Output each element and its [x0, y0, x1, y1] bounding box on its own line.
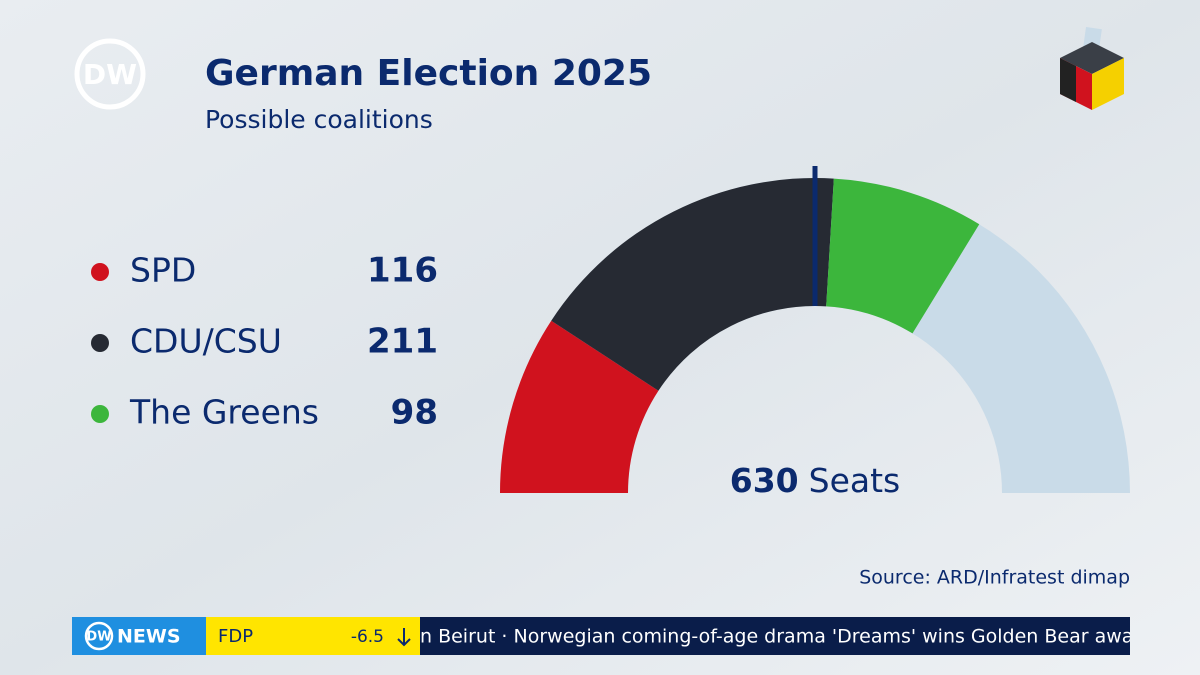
- ticker-change: -6.5: [351, 627, 384, 647]
- chart-title: German Election 2025: [205, 53, 652, 94]
- total-label: 630 Seats: [730, 461, 901, 500]
- plot: SPD 116 CDU/CSU 211 The Greens 98 630 Seats: [91, 166, 1130, 500]
- ticker-headline: n Beirut · Norwegian coming-of-age drama…: [420, 626, 1141, 648]
- legend-value: 116: [367, 251, 438, 291]
- legend-label: CDU/CSU: [130, 322, 282, 361]
- ticker-clip: n Beirut · Norwegian coming-of-age drama…: [420, 626, 1141, 648]
- total-unit: Seats: [809, 461, 901, 500]
- arc-segment: [551, 178, 834, 391]
- logo-text: DW: [83, 58, 137, 91]
- legend-value: 98: [391, 393, 438, 433]
- down-arrow: [397, 628, 411, 647]
- legend-label: SPD: [130, 251, 196, 290]
- legend-dot: [91, 334, 109, 352]
- ballot-icon: [1060, 27, 1124, 110]
- ticker-bar: DW NEWS FDP -6.5 n Beirut · Norwegian co…: [72, 617, 1141, 655]
- legend-dot: [91, 405, 109, 423]
- legend-label: The Greens: [129, 393, 319, 432]
- arc-segment: [826, 178, 980, 334]
- dw-logo: DW: [74, 38, 146, 110]
- total-value: 630: [730, 461, 799, 500]
- legend-value: 211: [367, 322, 438, 362]
- ticker-party: FDP: [218, 626, 253, 647]
- source: Source: ARD/Infratest dimap: [859, 567, 1130, 589]
- news-logo: DW: [86, 630, 111, 645]
- chart-subtitle: Possible coalitions: [205, 105, 433, 134]
- news-label: NEWS: [117, 626, 181, 648]
- legend-dot: [91, 263, 109, 281]
- arc-segment: [500, 320, 659, 493]
